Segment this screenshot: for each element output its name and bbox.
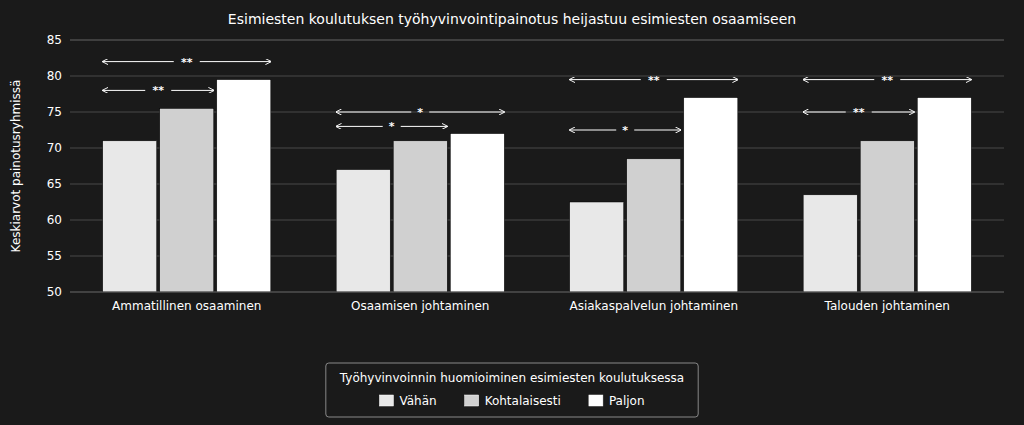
legend-label: Paljon	[609, 394, 645, 408]
annotation-arrow	[200, 61, 271, 62]
x-tick-label: Osaamisen johtaminen	[351, 299, 489, 313]
x-tick-label: Talouden johtaminen	[824, 299, 950, 313]
annotation-arrow	[401, 126, 448, 127]
x-tick-label: Ammatillinen osaaminen	[112, 299, 261, 313]
y-tick-label: 60	[47, 213, 62, 227]
y-tick-label: 65	[47, 177, 62, 191]
grid-line	[70, 292, 1004, 293]
bar	[336, 170, 390, 292]
annotation-arrow	[171, 90, 214, 91]
y-tick-label: 55	[47, 249, 62, 263]
bar	[684, 98, 738, 292]
annotation-arrow	[900, 79, 971, 80]
annotation-arrow	[570, 79, 641, 80]
annotation-label: *	[622, 124, 628, 137]
annotation-arrow	[803, 112, 846, 113]
y-axis-label: Keskiarvot painotusryhmissä	[9, 80, 23, 253]
y-tick-label: 50	[47, 285, 62, 299]
grid-line	[70, 40, 1004, 41]
legend-swatch	[465, 395, 479, 406]
legend-swatch	[589, 395, 603, 406]
bar	[450, 134, 504, 292]
annotation-arrow	[570, 130, 617, 131]
legend: Työhyvinvoinnin huomioiminen esimiesten …	[326, 363, 698, 417]
y-tick-label: 80	[47, 69, 62, 83]
bar	[103, 141, 157, 292]
plot-top-line	[70, 40, 1004, 41]
annotation-label: **	[853, 106, 865, 119]
legend-swatch	[379, 395, 393, 406]
annotation-arrow	[336, 126, 383, 127]
annotation-label: *	[389, 120, 395, 133]
annotation-label: **	[881, 74, 893, 87]
annotation-label: *	[417, 106, 423, 119]
bar	[803, 195, 857, 292]
annotation-arrow	[103, 61, 174, 62]
y-tick-label: 70	[47, 141, 62, 155]
chart: Esimiesten koulutuksen työhyvinvointipai…	[0, 0, 1024, 425]
x-tick-label: Asiakaspalvelun johtaminen	[569, 299, 738, 313]
y-tick-label: 75	[47, 105, 62, 119]
x-axis-line	[70, 292, 1004, 293]
annotation-arrow	[667, 79, 738, 80]
background	[0, 0, 1024, 425]
title: Esimiesten koulutuksen työhyvinvointipai…	[228, 11, 796, 27]
bar	[570, 202, 624, 292]
legend-title: Työhyvinvoinnin huomioiminen esimiesten …	[339, 371, 684, 385]
bar	[217, 80, 271, 292]
annotation-arrow	[103, 90, 146, 91]
legend-label: Vähän	[399, 394, 436, 408]
bar	[917, 98, 971, 292]
annotation-arrow	[803, 79, 874, 80]
bar	[627, 159, 681, 292]
annotation-label: **	[181, 56, 193, 69]
annotation-label: **	[648, 74, 660, 87]
annotation-arrow	[634, 130, 681, 131]
grid-line	[70, 76, 1004, 77]
bar	[860, 141, 914, 292]
legend-label: Kohtalaisesti	[485, 394, 561, 408]
annotation-arrow	[336, 112, 411, 113]
legend-frame	[326, 363, 698, 417]
bars	[103, 80, 972, 292]
annotation-arrow	[429, 112, 504, 113]
annotation-arrow	[872, 112, 915, 113]
bar	[393, 141, 447, 292]
y-tick-label: 85	[47, 33, 62, 47]
bar	[160, 108, 214, 292]
annotation-label: **	[152, 84, 164, 97]
